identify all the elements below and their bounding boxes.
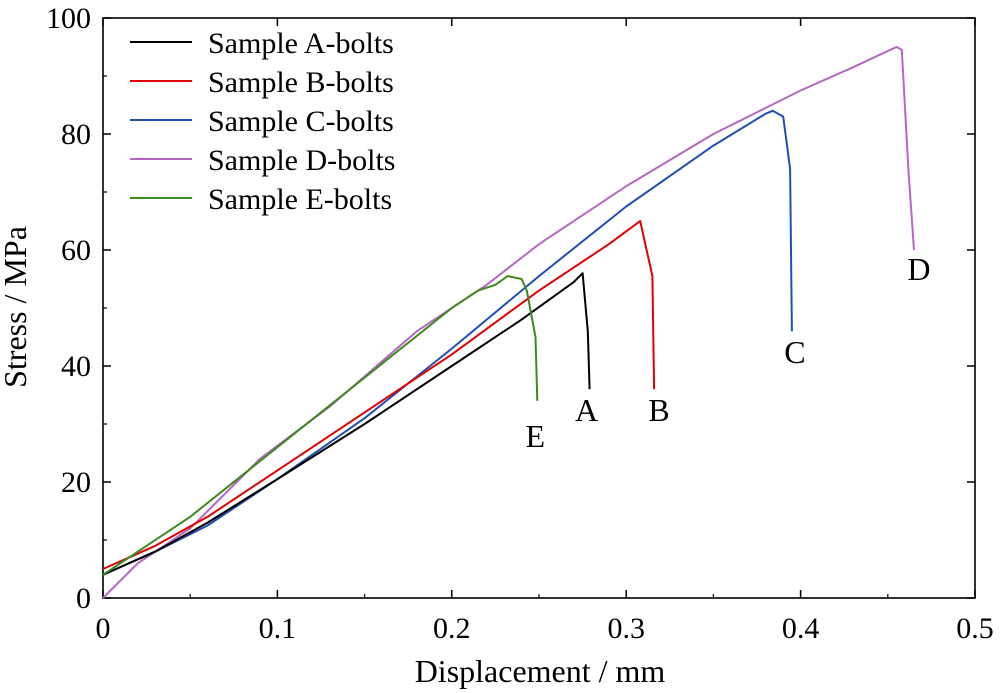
legend-entry: Sample B-bolts (208, 66, 394, 99)
ticks: 0 0.1 0.2 0.3 0.4 0.5 0 20 40 60 80 100 (46, 2, 994, 645)
x-tick-label: 0.2 (433, 612, 471, 645)
curve-label-a: A (575, 392, 598, 428)
series-line-d (102, 46, 915, 599)
series-line-e (102, 275, 539, 576)
curve-label-d: D (907, 251, 930, 287)
y-axis-title: Stress / MPa (0, 226, 33, 388)
y-tick-label: 0 (76, 582, 91, 615)
x-tick-label: 0.5 (956, 612, 994, 645)
y-tick-label: 100 (46, 2, 91, 35)
y-tick-label: 80 (61, 118, 91, 151)
series-line-b (102, 220, 656, 570)
x-tick-label: 0.4 (782, 612, 820, 645)
y-tick-label: 60 (61, 234, 91, 267)
x-tick-label: 0 (96, 612, 111, 645)
series-line-c (102, 109, 793, 576)
curve-label-b: B (648, 392, 669, 428)
legend-entry: Sample D-bolts (208, 144, 396, 177)
legend-entry: Sample C-bolts (208, 105, 394, 138)
y-tick-label: 20 (61, 466, 91, 499)
curve-label-e: E (525, 418, 545, 454)
x-axis-title: Displacement / mm (415, 653, 666, 689)
x-tick-label: 0.1 (259, 612, 297, 645)
legend-entry: Sample A-bolts (208, 27, 394, 60)
series-line-a (102, 272, 591, 576)
series-lines (102, 46, 915, 599)
legend-entry: Sample E-bolts (208, 183, 392, 216)
curve-labels: A B C D E (525, 251, 930, 454)
legend: Sample A-bolts Sample B-bolts Sample C-bol… (130, 27, 396, 216)
curve-label-c: C (784, 334, 805, 370)
x-tick-label: 0.3 (607, 612, 645, 645)
y-tick-label: 40 (61, 350, 91, 383)
